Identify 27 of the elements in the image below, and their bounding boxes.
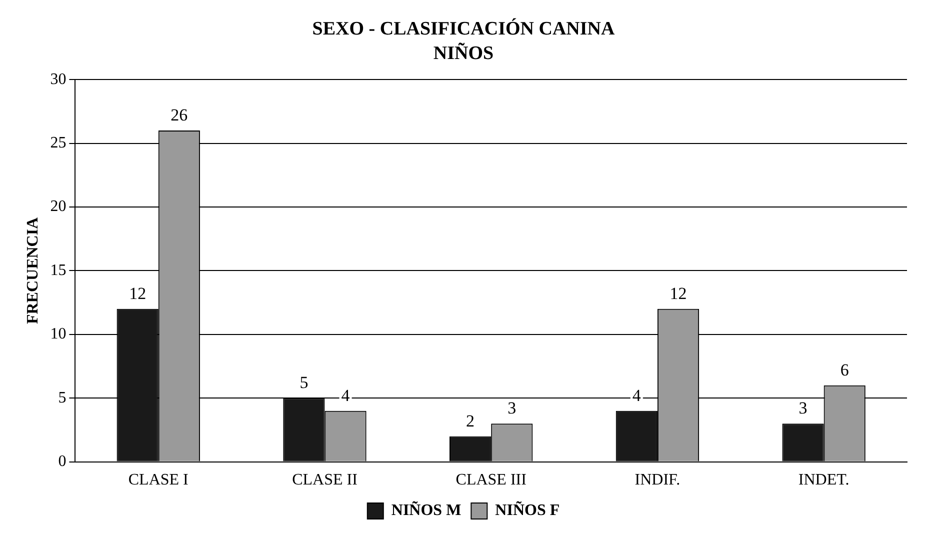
data-label: 6 — [840, 360, 849, 380]
x-tick-label: CLASE III — [456, 472, 526, 489]
data-label: 12 — [670, 284, 687, 303]
y-tick-label: 0 — [58, 453, 66, 470]
chart-title: SEXO - CLASIFICACIÓN CANINA — [312, 17, 616, 40]
y-axis-title: FRECUENCIA — [24, 216, 42, 324]
y-tick-label: 5 — [58, 389, 66, 406]
x-tick-label: INDIF. — [634, 472, 680, 489]
y-tick-label: 15 — [50, 262, 66, 279]
y-tick-label: 20 — [50, 198, 66, 216]
data-label: 26 — [170, 106, 188, 125]
data-label: 2 — [466, 411, 475, 430]
x-tick-label: INDET. — [798, 472, 850, 489]
data-label: 3 — [508, 398, 516, 418]
y-tick-label: 30 — [50, 70, 66, 88]
data-label: 3 — [798, 398, 808, 418]
y-tick-label: 25 — [50, 134, 66, 152]
legend-label: NIÑOS F — [495, 501, 560, 520]
legend-label: NIÑOS M — [391, 501, 462, 520]
x-tick-label: CLASE II — [292, 472, 358, 489]
data-label: 4 — [341, 386, 350, 405]
y-tick-label: 10 — [50, 326, 66, 343]
chart-subtitle: NIÑOS — [433, 42, 494, 64]
data-label: 12 — [129, 284, 146, 303]
x-tick-label: CLASE I — [128, 472, 188, 489]
data-label: 4 — [632, 386, 642, 405]
data-label: 5 — [300, 373, 308, 392]
